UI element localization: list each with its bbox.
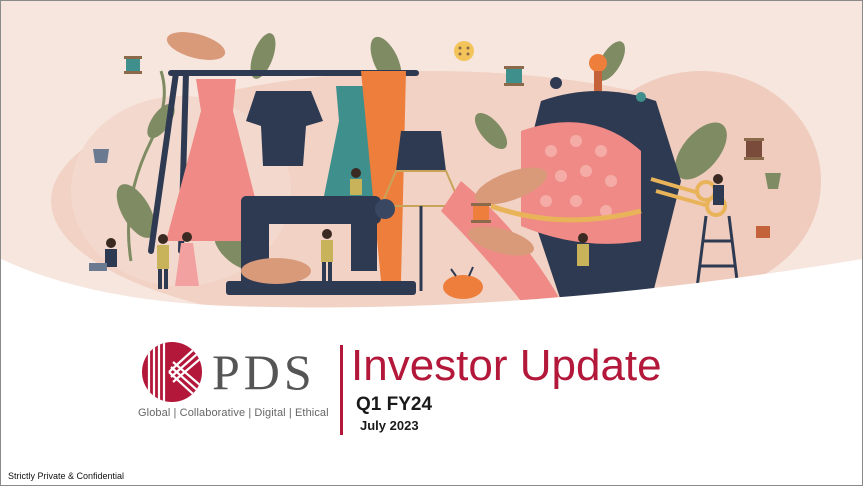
thread-spool-icon <box>756 226 770 238</box>
button-icon <box>454 41 474 61</box>
small-figure-machine <box>321 229 333 284</box>
thread-spool-icon <box>124 56 142 74</box>
orange-drape <box>361 71 406 281</box>
button-icon <box>550 77 562 89</box>
hand-top <box>166 32 226 60</box>
slide-quarter: Q1 FY24 <box>356 394 433 415</box>
small-figure-standing <box>157 234 169 289</box>
mannequin-large <box>521 54 681 301</box>
thread-spool-icon <box>744 138 764 160</box>
hand-measuring <box>474 167 548 205</box>
slide-date: July 2023 <box>360 418 419 433</box>
hand-measuring <box>468 226 534 256</box>
navy-blouse <box>246 91 323 166</box>
pds-logo-mark-icon <box>142 342 202 402</box>
small-figure-pink <box>175 232 199 286</box>
thread-spool-icon <box>504 66 524 86</box>
small-figure-sitting <box>89 238 117 271</box>
wave-separator <box>1 259 862 331</box>
pds-logo: PDS Global | Collaborative | Digital | E… <box>138 337 329 427</box>
measuring-tape <box>490 203 642 223</box>
confidentiality-footer: Strictly Private & Confidential <box>8 471 125 481</box>
brand-tagline: Global | Collaborative | Digital | Ethic… <box>138 407 329 419</box>
fashion-studio-illustration <box>1 1 862 331</box>
thimble-icon <box>765 173 781 189</box>
small-figure-right <box>577 233 589 292</box>
leaf-vine <box>127 70 166 262</box>
slide-title: Investor Update <box>351 341 662 390</box>
title-divider <box>340 345 343 435</box>
hand-sewing <box>241 258 311 284</box>
small-figure-ladder <box>713 174 724 205</box>
pds-wordmark: PDS <box>212 344 316 400</box>
pincushion-icon <box>443 266 483 299</box>
small-figure-top <box>350 168 362 195</box>
thimble-icon <box>93 149 109 163</box>
button-icon <box>636 92 646 102</box>
thread-spool-icon <box>471 203 491 223</box>
pink-dress <box>166 79 266 241</box>
